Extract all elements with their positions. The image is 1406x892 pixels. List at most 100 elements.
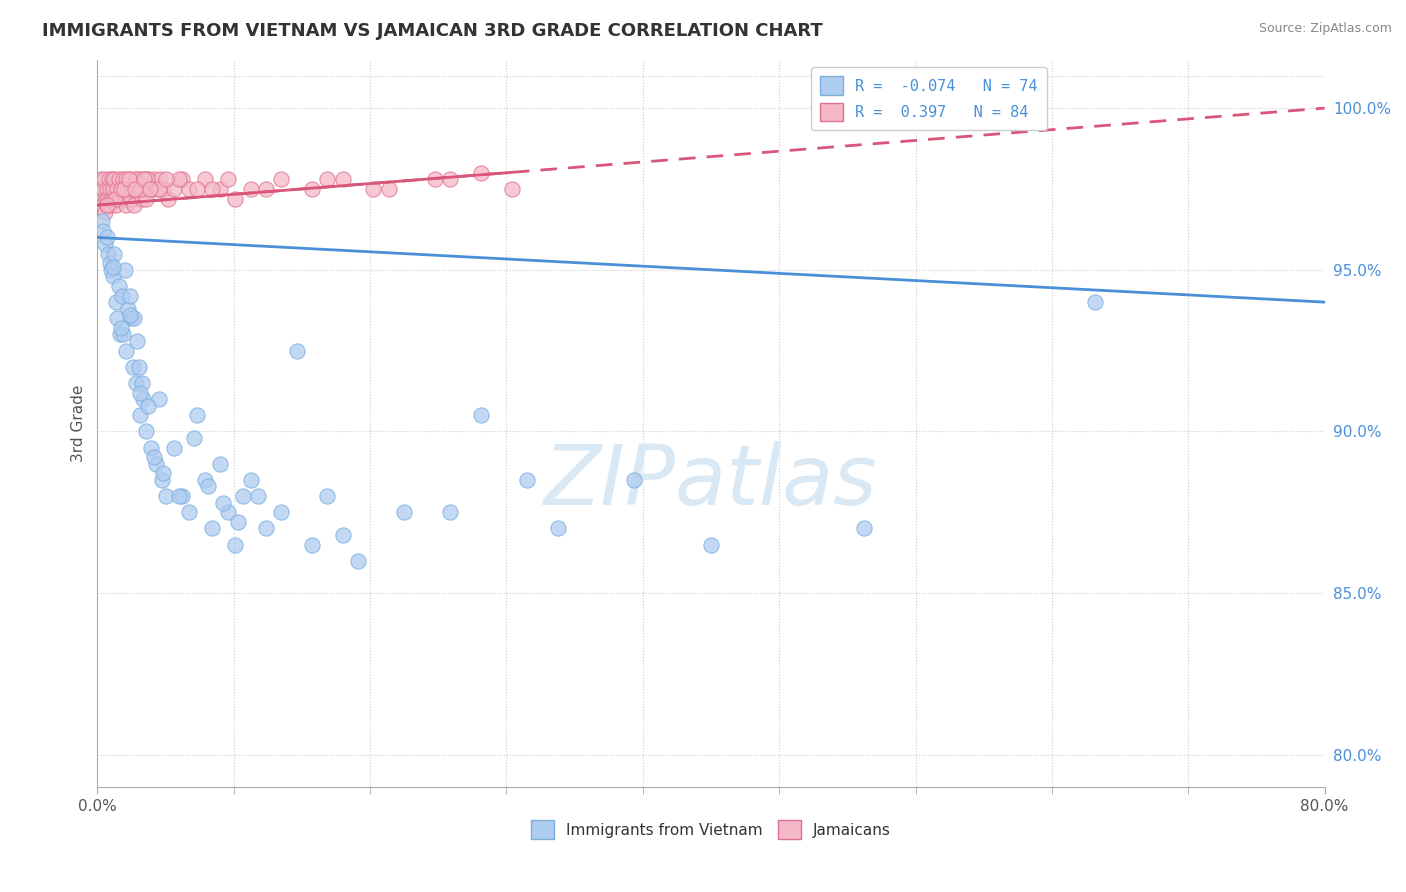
Point (232, 489, 254, 503)
Point (136, 399, 159, 413)
Point (209, 457, 232, 471)
Point (254, 182, 277, 196)
Point (132, 172, 155, 186)
Point (134, 182, 156, 196)
Point (93, 198, 115, 212)
Point (194, 473, 217, 487)
Point (94, 204, 117, 219)
Point (270, 505, 292, 519)
Point (423, 172, 446, 186)
Point (239, 182, 262, 196)
Point (110, 192, 132, 206)
Point (201, 521, 224, 535)
Point (135, 192, 157, 206)
Point (316, 172, 339, 186)
Point (129, 182, 152, 196)
Point (108, 279, 131, 293)
Point (197, 479, 219, 493)
Point (501, 182, 523, 196)
Point (112, 327, 135, 342)
Point (149, 172, 172, 186)
Point (143, 172, 166, 186)
Point (301, 182, 323, 196)
Point (111, 182, 134, 196)
Text: Source: ZipAtlas.com: Source: ZipAtlas.com (1258, 22, 1392, 36)
Point (301, 538, 323, 552)
Point (97, 172, 120, 186)
Point (110, 327, 132, 342)
Point (201, 182, 224, 196)
Point (96, 198, 118, 212)
Point (186, 182, 208, 196)
Point (125, 172, 148, 186)
Point (121, 359, 143, 374)
Point (103, 182, 125, 196)
Point (853, 521, 876, 535)
Point (139, 182, 162, 196)
Point (254, 521, 277, 535)
Point (194, 172, 217, 186)
Point (111, 288, 134, 302)
Point (127, 334, 149, 348)
Point (155, 489, 177, 503)
Point (183, 431, 205, 445)
Point (129, 182, 152, 196)
Point (228, 515, 250, 529)
Point (103, 260, 125, 274)
Point (93, 224, 115, 238)
Point (131, 192, 153, 206)
Point (103, 172, 125, 186)
Point (145, 457, 167, 471)
Point (104, 198, 127, 212)
Point (101, 172, 124, 186)
Point (122, 311, 145, 326)
Point (129, 409, 152, 423)
Point (156, 192, 179, 206)
Point (117, 301, 139, 316)
Point (98, 198, 121, 212)
Point (121, 182, 143, 196)
Y-axis label: 3rd Grade: 3rd Grade (72, 384, 86, 462)
Point (118, 172, 141, 186)
Point (115, 198, 138, 212)
Point (108, 172, 131, 186)
Point (179, 505, 201, 519)
Point (114, 262, 136, 277)
Point (224, 538, 246, 552)
Point (516, 473, 538, 487)
Point (239, 473, 262, 487)
Point (94, 192, 117, 206)
Point (118, 172, 141, 186)
Point (700, 538, 723, 552)
Point (139, 441, 162, 455)
Point (132, 392, 155, 406)
Point (112, 172, 135, 186)
Point (124, 182, 146, 196)
Point (120, 311, 142, 326)
Point (91, 192, 114, 206)
Point (470, 409, 492, 423)
Point (128, 385, 150, 400)
Point (97, 192, 120, 206)
Point (105, 311, 128, 326)
Point (167, 489, 190, 503)
Point (163, 182, 186, 196)
Legend: Immigrants from Vietnam, Jamaicans: Immigrants from Vietnam, Jamaicans (524, 814, 897, 845)
Point (97, 246, 120, 260)
Text: ZIPatlas: ZIPatlas (544, 441, 877, 522)
Point (363, 182, 385, 196)
Point (136, 172, 159, 186)
Point (91, 214, 114, 228)
Point (316, 489, 339, 503)
Point (150, 473, 173, 487)
Point (125, 376, 148, 390)
Point (120, 192, 142, 206)
Point (101, 269, 124, 284)
Point (209, 182, 232, 196)
Point (103, 246, 125, 260)
Point (100, 192, 122, 206)
Point (143, 450, 166, 465)
Point (96, 230, 118, 244)
Point (247, 489, 270, 503)
Point (146, 182, 169, 196)
